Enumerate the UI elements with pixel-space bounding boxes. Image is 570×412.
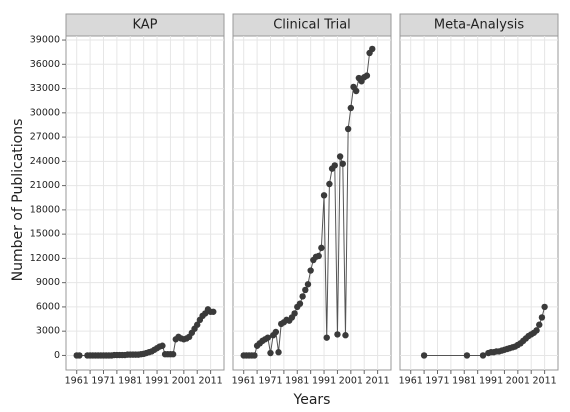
x-tick-label: 1991 <box>479 376 503 387</box>
y-tick-label: 39000 <box>30 35 60 46</box>
x-tick-label: 1961 <box>65 376 89 387</box>
data-point <box>299 293 306 300</box>
panel-strip <box>65 13 225 37</box>
panel-title: Clinical Trial <box>273 18 351 33</box>
panel-strip <box>399 13 559 37</box>
data-point <box>342 332 349 339</box>
data-point <box>291 310 298 317</box>
y-tick-label: 33000 <box>30 83 60 94</box>
data-point <box>275 349 282 356</box>
data-point <box>536 321 543 328</box>
x-tick-label: 1961 <box>399 376 423 387</box>
panel-title: Meta-Analysis <box>434 18 524 33</box>
x-axis-label: Years <box>293 392 331 408</box>
data-point <box>334 331 341 338</box>
x-tick-label: 1981 <box>285 376 309 387</box>
x-tick-label: 1991 <box>312 376 336 387</box>
y-tick-label: 3000 <box>36 326 60 337</box>
x-tick-label: 1971 <box>91 376 115 387</box>
data-point <box>533 327 540 334</box>
data-point <box>315 252 322 260</box>
y-tick-label: 0 <box>54 350 60 361</box>
y-tick-label: 15000 <box>30 229 60 240</box>
data-point <box>251 352 258 359</box>
data-point <box>326 180 333 188</box>
data-point <box>272 328 280 336</box>
x-tick-label: 1971 <box>258 376 282 387</box>
y-tick-label: 21000 <box>30 180 60 191</box>
y-tick-label: 9000 <box>36 277 60 288</box>
x-tick-label: 1991 <box>145 376 169 387</box>
data-point <box>479 352 487 359</box>
y-tick-label: 24000 <box>30 156 60 167</box>
x-tick-label: 2011 <box>366 376 390 387</box>
data-point <box>194 321 201 328</box>
data-point <box>541 303 548 311</box>
data-point <box>318 244 325 252</box>
data-point <box>336 153 344 160</box>
data-point <box>369 45 376 53</box>
x-tick-label: 2011 <box>533 376 557 387</box>
data-point <box>307 267 314 274</box>
data-point <box>76 352 83 359</box>
panel-title: KAP <box>132 18 157 33</box>
data-point <box>296 300 304 307</box>
x-tick-label: 2001 <box>506 376 530 387</box>
data-point <box>339 160 346 167</box>
data-point <box>463 352 471 359</box>
data-point <box>352 87 360 95</box>
data-point <box>420 352 428 359</box>
x-tick-label: 1981 <box>118 376 142 387</box>
data-point <box>210 308 217 315</box>
data-point <box>344 125 352 133</box>
x-tick-label: 2001 <box>172 376 196 387</box>
x-tick-label: 2011 <box>199 376 223 387</box>
data-point <box>363 72 371 79</box>
data-point <box>323 334 330 341</box>
data-point <box>331 162 338 169</box>
data-point <box>159 342 166 349</box>
y-tick-label: 27000 <box>30 132 60 143</box>
data-point <box>304 281 312 288</box>
data-point <box>169 351 177 358</box>
panel-strip <box>232 13 392 37</box>
data-point <box>267 349 274 357</box>
data-point <box>347 104 355 112</box>
y-tick-label: 18000 <box>30 204 60 215</box>
data-point <box>320 192 328 199</box>
y-tick-label: 6000 <box>36 301 60 312</box>
data-point <box>538 314 546 321</box>
data-point <box>264 334 272 341</box>
y-tick-label: 36000 <box>30 59 60 70</box>
y-axis-label: Number of Publications <box>10 119 26 282</box>
data-point <box>302 286 309 294</box>
x-tick-label: 1961 <box>232 376 256 387</box>
y-tick-label: 30000 <box>30 107 60 118</box>
x-tick-label: 1981 <box>452 376 476 387</box>
x-tick-label: 1971 <box>425 376 449 387</box>
x-tick-label: 2001 <box>339 376 363 387</box>
y-tick-label: 12000 <box>30 253 60 264</box>
